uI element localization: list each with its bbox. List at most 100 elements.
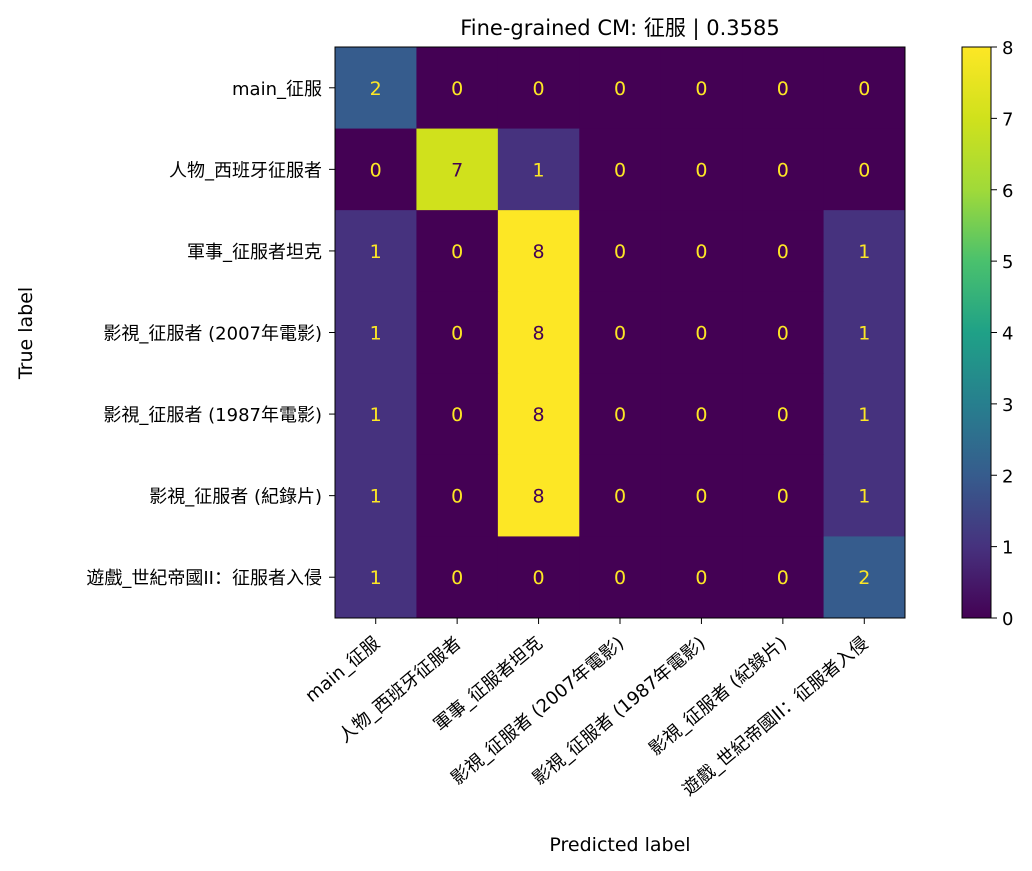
heatmap-cell (742, 47, 825, 130)
heatmap-cell (823, 128, 906, 211)
heatmap-cell (416, 291, 499, 374)
heatmap-cell (416, 210, 499, 293)
heatmap-cell (335, 373, 417, 456)
heatmap-cell (335, 291, 417, 374)
y-tick-label: 軍事_征服者坦克 (187, 242, 322, 263)
cell-value-label: 0 (777, 486, 789, 508)
y-tick-label: 影視_征服者 (1987年電影) (103, 405, 322, 426)
cell-value-label: 0 (695, 78, 707, 100)
heatmap-cell (823, 454, 906, 537)
colorbar-tick-label: 7 (1002, 109, 1013, 130)
heatmap-cell (742, 373, 825, 456)
cell-value-label: 0 (695, 159, 707, 181)
cell-value-label: 0 (614, 323, 626, 345)
cell-value-label: 2 (858, 567, 870, 589)
y-tick-label: main_征服 (232, 79, 322, 100)
cell-value-label: 0 (695, 241, 707, 263)
heatmap-cell (497, 210, 580, 293)
colorbar-tick-label: 0 (1002, 609, 1013, 630)
heatmap-cell (579, 373, 662, 456)
heatmap-cell (660, 373, 743, 456)
heatmap-cell (742, 291, 825, 374)
heatmap-cell (823, 210, 906, 293)
x-axis-label: Predicted label (549, 834, 690, 856)
heatmap-cell (579, 291, 662, 374)
heatmap-cell (335, 210, 417, 293)
cell-value-label: 0 (695, 486, 707, 508)
cell-value-label: 0 (777, 241, 789, 263)
cell-value-label: 1 (858, 323, 870, 345)
cell-value-label: 8 (533, 404, 545, 426)
cell-value-label: 0 (533, 567, 545, 589)
chart-title: Fine-grained CM: 征服 | 0.3585 (460, 16, 780, 41)
cell-value-label: 8 (533, 241, 545, 263)
cell-value-label: 0 (451, 323, 463, 345)
cell-value-label: 0 (777, 159, 789, 181)
colorbar-tick-label: 6 (1002, 181, 1013, 202)
heatmap-cell (416, 47, 499, 130)
y-tick-label: 遊戲_世紀帝國II：征服者入侵 (86, 568, 322, 589)
heatmap-cell (742, 210, 825, 293)
heatmap-cell (579, 454, 662, 537)
cell-value-label: 0 (695, 404, 707, 426)
cell-value-label: 7 (451, 159, 463, 181)
y-tick-label: 人物_西班牙征服者 (169, 160, 322, 181)
cell-value-label: 0 (451, 486, 463, 508)
heatmap-cell (497, 47, 580, 130)
cell-value-label: 0 (614, 159, 626, 181)
heatmap-cell (497, 128, 580, 211)
heatmap-cell (335, 47, 417, 130)
heatmap-cell (416, 373, 499, 456)
heatmap-cell (497, 291, 580, 374)
heatmap-cell (497, 373, 580, 456)
cell-value-label: 0 (614, 78, 626, 100)
heatmap-cell-labels: 2 0 0 0 0 0 0 0 7 1 0 0 0 0 1 0 8 0 0 0 1 1 0 8 0 0 0 1 1 0 8 0 0 0 1 1 0 8 0 0… (370, 78, 871, 589)
heatmap-cell (416, 454, 499, 537)
cell-value-label: 0 (858, 78, 870, 100)
heatmap-cell (660, 291, 743, 374)
cell-value-label: 0 (858, 159, 870, 181)
colorbar-tick-label: 4 (1002, 324, 1013, 345)
cell-value-label: 1 (370, 404, 382, 426)
cell-value-label: 1 (370, 486, 382, 508)
heatmap-cell (579, 128, 662, 211)
cell-value-label: 1 (533, 159, 545, 181)
heatmap-cell (579, 47, 662, 130)
cell-value-label: 0 (695, 567, 707, 589)
colorbar-tick-label: 1 (1002, 538, 1013, 559)
cell-value-label: 8 (533, 323, 545, 345)
cell-value-label: 0 (370, 159, 382, 181)
colorbar-tick-label: 2 (1002, 466, 1013, 487)
heatmap-cell (335, 128, 417, 211)
y-axis-label: True label (15, 287, 37, 380)
colorbar-tick-label: 8 (1002, 38, 1013, 59)
cell-value-label: 1 (858, 241, 870, 263)
cell-value-label: 0 (451, 567, 463, 589)
cell-value-label: 0 (777, 404, 789, 426)
heatmap-cell (497, 536, 580, 619)
colorbar-tick-label: 5 (1002, 252, 1013, 273)
heatmap-cell (660, 536, 743, 619)
heatmap-cell (579, 210, 662, 293)
cell-value-label: 1 (370, 241, 382, 263)
cell-value-label: 0 (777, 78, 789, 100)
heatmap-cell (823, 536, 906, 619)
cell-value-label: 0 (695, 323, 707, 345)
cell-value-label: 1 (370, 567, 382, 589)
cell-value-label: 0 (614, 486, 626, 508)
cell-value-label: 0 (777, 567, 789, 589)
colorbar (961, 46, 992, 619)
cell-value-label: 2 (370, 78, 382, 100)
heatmap-cell (660, 47, 743, 130)
heatmap-cell (416, 536, 499, 619)
y-tick-label: 影視_征服者 (紀錄片) (149, 487, 322, 508)
y-tick-label: 影視_征服者 (2007年電影) (103, 324, 322, 345)
cell-value-label: 1 (858, 486, 870, 508)
cell-value-label: 0 (451, 404, 463, 426)
heatmap-cell (823, 373, 906, 456)
cell-value-label: 1 (858, 404, 870, 426)
heatmap-cell (497, 454, 580, 537)
